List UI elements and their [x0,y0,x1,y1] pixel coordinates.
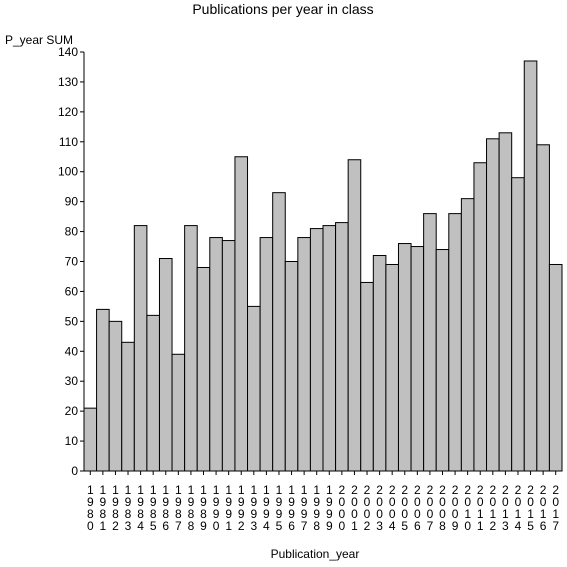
bar [259,237,274,472]
bar [523,60,538,472]
y-tick-label: 90 [65,195,79,209]
y-tick-label: 30 [65,374,79,388]
bar [548,263,563,472]
bar [247,305,261,472]
x-axis-label: Publication_year [271,547,360,561]
bar [460,198,475,472]
bar [511,177,525,472]
bar [322,225,337,472]
y-tick-label: 50 [65,314,79,328]
y-tick-label: 60 [65,284,79,298]
y-tick-label: 40 [65,344,79,358]
y-axis-label: P_year SUM [5,33,73,47]
bar [448,213,462,472]
bar [121,341,135,472]
bar [360,281,374,472]
bar [423,213,437,472]
bar [196,266,211,472]
y-tick-label: 130 [58,75,78,89]
chart-title: Publications per year in class [192,1,373,17]
bar [184,225,198,472]
bar [108,320,123,472]
bar [133,225,148,472]
bar [309,228,324,472]
y-tick-label: 140 [58,45,78,59]
bar [297,237,311,472]
bar [397,243,412,472]
bar [410,246,425,472]
bar [435,249,450,472]
y-tick-label: 0 [71,464,78,478]
y-tick-label: 20 [65,404,79,418]
y-tick-label: 80 [65,225,79,239]
bar [209,237,223,472]
bar [335,222,349,472]
y-tick-label: 120 [58,105,78,119]
bar [171,353,186,472]
bar [486,138,500,472]
bars [83,60,563,472]
bar [234,156,249,472]
bar [536,144,550,472]
bar [272,192,286,472]
bar [372,255,387,472]
bar [146,314,160,472]
bar [221,240,236,472]
y-axis: 0 10 20 30 40 50 60 70 80 90 100 110 120 130 140 [58,45,85,478]
x-axis: 1 9 8 0 1 9 8 1 1 9 8 2 1 9 8 3 1 9 8 4 1 9 8 5 1 9 8 6 1 9 8 7 1 9 8 8 1 9 8 9… [84,470,562,533]
bar [284,261,299,472]
y-tick-label: 110 [59,135,78,149]
bar [385,263,399,472]
bar [498,132,513,472]
y-tick-label: 70 [65,255,79,269]
bar [347,159,362,472]
y-tick-label: 100 [58,165,78,179]
y-tick-label: 10 [65,434,79,448]
bar [96,308,110,472]
bar [158,258,173,472]
bar [473,162,488,472]
bar [83,407,98,472]
